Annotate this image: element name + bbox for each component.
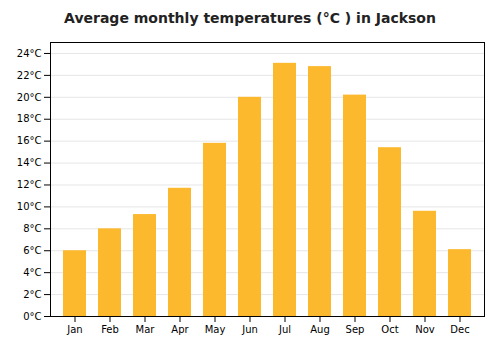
svg-text:Sep: Sep xyxy=(346,324,365,335)
svg-text:Mar: Mar xyxy=(136,324,156,335)
svg-text:Jan: Jan xyxy=(66,324,82,335)
svg-text:12°C: 12°C xyxy=(17,179,42,190)
svg-text:Feb: Feb xyxy=(101,324,119,335)
svg-text:16°C: 16°C xyxy=(17,135,42,146)
svg-text:4°C: 4°C xyxy=(23,267,41,278)
svg-text:Oct: Oct xyxy=(381,324,398,335)
svg-text:Dec: Dec xyxy=(450,324,469,335)
svg-text:10°C: 10°C xyxy=(17,201,42,212)
svg-text:2°C: 2°C xyxy=(23,289,41,300)
html-text:Average monthly temperatures (: Average monthly temperatures (°C ) in Ja… xyxy=(64,10,436,26)
svg-text:Apr: Apr xyxy=(171,324,189,335)
svg-text:8°C: 8°C xyxy=(23,223,41,234)
svg-text:22°C: 22°C xyxy=(17,70,42,81)
svg-text:24°C: 24°C xyxy=(17,48,42,59)
svg-text:Jun: Jun xyxy=(241,324,258,335)
svg-text:14°C: 14°C xyxy=(17,157,42,168)
svg-text:18°C: 18°C xyxy=(17,113,42,124)
svg-text:May: May xyxy=(205,324,226,335)
svg-text:Nov: Nov xyxy=(415,324,435,335)
svg-text:0°C: 0°C xyxy=(23,311,41,322)
svg-text:20°C: 20°C xyxy=(17,92,42,103)
svg-text:6°C: 6°C xyxy=(23,245,41,256)
svg-text:Jul: Jul xyxy=(278,324,291,335)
svg-text:Aug: Aug xyxy=(310,324,330,335)
